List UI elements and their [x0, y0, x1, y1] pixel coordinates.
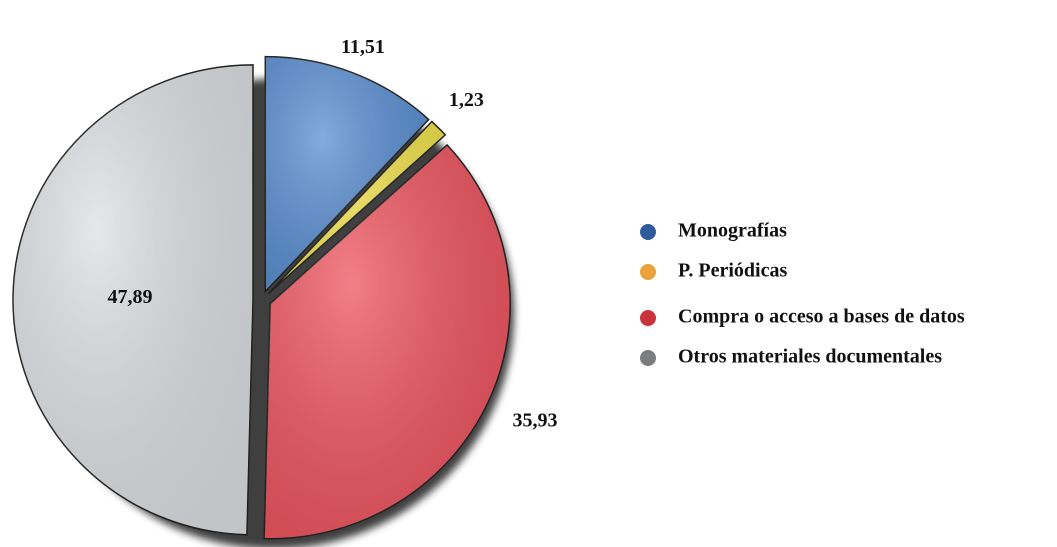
legend-marker: [640, 264, 656, 280]
legend-label: Otros materiales documentales: [678, 346, 942, 368]
slice-shade: [13, 64, 254, 535]
legend-marker: [640, 350, 656, 366]
pie: 11,51 1,23 35,93 47,89: [12, 36, 558, 547]
data-label: 1,23: [449, 89, 484, 111]
legend-marker: [640, 310, 656, 326]
legend: Monografías P. Periódicas Compra o acceso …: [640, 220, 965, 368]
legend-label: Compra o acceso a bases de datos: [678, 306, 965, 328]
slice-shade: [264, 144, 511, 539]
data-label: 47,89: [108, 286, 153, 308]
data-label: 35,93: [513, 409, 558, 431]
slice-shade: [268, 121, 446, 294]
data-label: 11,51: [341, 36, 385, 58]
slice-shade: [265, 56, 429, 292]
legend-marker: [640, 224, 656, 240]
legend-label: Monografías: [678, 220, 787, 242]
legend-label: P. Periódicas: [678, 260, 787, 282]
